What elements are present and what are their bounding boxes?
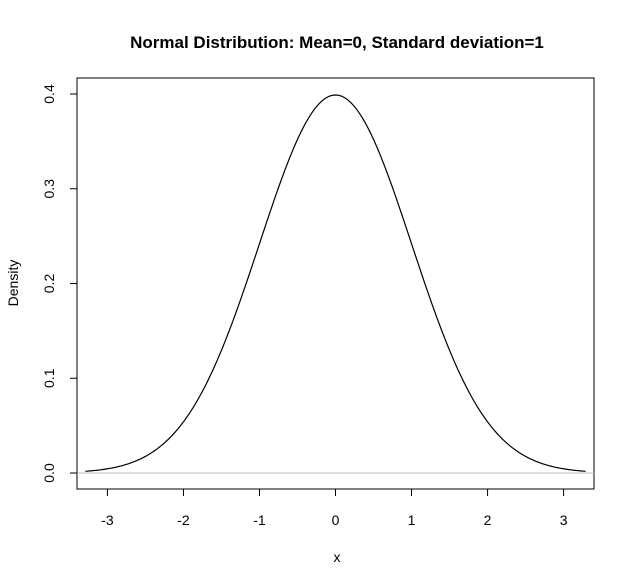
x-tick-label: -2 [177, 512, 190, 528]
x-tick-label: 0 [332, 512, 340, 528]
y-tick-label: 0.1 [41, 368, 57, 388]
y-tick-label: 0.3 [41, 179, 57, 199]
x-tick-label: 3 [560, 512, 568, 528]
density-curve [85, 94, 586, 472]
x-tick-label: -1 [253, 512, 266, 528]
y-axis: 0.0 0.1 0.2 0.3 0.4 [41, 84, 78, 483]
x-tick-label: 1 [408, 512, 416, 528]
x-tick-label: 2 [484, 512, 492, 528]
y-tick-label: 0.0 [41, 463, 57, 483]
y-axis-label: Density [5, 260, 21, 307]
plot-frame [76, 77, 595, 490]
chart-title: Normal Distribution: Mean=0, Standard de… [130, 33, 544, 52]
x-axis: -3 -2 -1 0 1 2 3 [101, 488, 568, 528]
x-axis-label: x [334, 549, 341, 565]
y-tick-label: 0.2 [41, 274, 57, 294]
x-tick-label: -3 [101, 512, 114, 528]
y-tick-label: 0.4 [41, 84, 57, 104]
